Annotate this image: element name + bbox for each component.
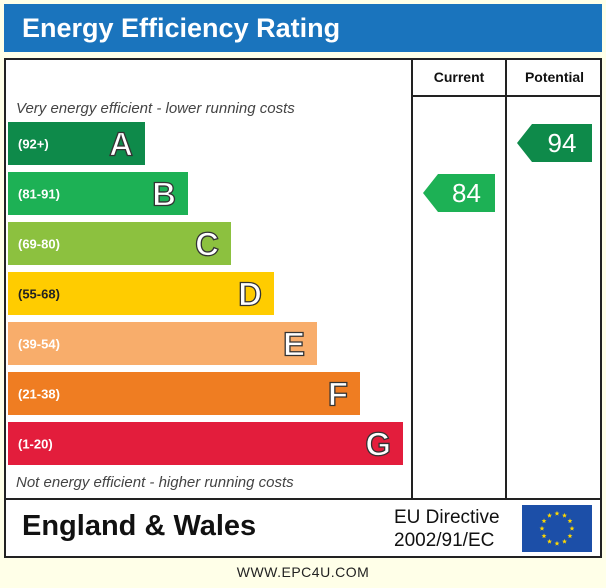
flag-star [554, 540, 560, 546]
current-column-header: Current [433, 69, 485, 85]
band-letter-d: D [238, 276, 262, 313]
band-letter-b: B [152, 176, 176, 213]
current-value: 84 [452, 178, 481, 208]
flag-star [569, 525, 575, 531]
band-letter-e: E [283, 326, 305, 363]
band-range-e: (39-54) [18, 337, 60, 352]
flag-star [547, 538, 552, 544]
eu-directive: EU Directive 2002/91/EC [394, 506, 500, 552]
bottom-caption: Not energy efficient - higher running co… [16, 474, 294, 491]
potential-value: 94 [548, 128, 577, 158]
divider-potential [505, 60, 507, 498]
header-bar: Energy Efficiency Rating [4, 4, 602, 52]
band-range-g: (1-20) [18, 437, 53, 452]
column-header-divider [413, 95, 602, 97]
band-bar-b [8, 172, 188, 215]
band-bar-g [8, 422, 403, 465]
flag-star [554, 510, 560, 516]
directive-line-1: EU Directive [394, 507, 500, 528]
flag-star [562, 512, 567, 518]
top-caption: Very energy efficient - lower running co… [16, 100, 295, 117]
rating-bars: (92+) A (81-91) B (69-80) C (55-68) D (39-54) E (2… [8, 122, 592, 465]
band-range-f: (21-38) [18, 387, 60, 402]
band-letter-g: G [365, 426, 391, 463]
website-label: WWW.EPC4U.COM [236, 564, 370, 580]
band-letter-a: A [109, 126, 133, 163]
potential-arrow [517, 124, 592, 162]
band-bar-c [8, 222, 231, 265]
page-title: Energy Efficiency Rating [22, 13, 341, 43]
band-range-c: (69-80) [18, 237, 60, 252]
band-bar-e [8, 322, 317, 365]
footer: England & Wales EU Directive 2002/91/EC [4, 498, 602, 558]
band-letter-f: F [328, 376, 348, 413]
band-bar-a [8, 122, 145, 165]
current-arrow [423, 174, 495, 212]
flag-star [541, 518, 547, 524]
potential-column-header: Potential [524, 69, 585, 85]
band-bar-f [8, 372, 360, 415]
divider-current [411, 60, 413, 498]
band-bar-d [8, 272, 274, 315]
band-letter-c: C [195, 226, 219, 263]
region-label: England & Wales [22, 510, 257, 542]
rating-chart: Current Potential Very energy efficient … [4, 58, 602, 500]
band-range-a: (92+) [18, 137, 49, 152]
flag-star [567, 518, 573, 524]
flag-star [539, 525, 545, 531]
flag-star [541, 533, 547, 539]
flag-star [562, 538, 567, 544]
band-range-b: (81-91) [18, 187, 60, 202]
directive-line-2: 2002/91/EC [394, 530, 495, 551]
flag-star [567, 533, 573, 539]
eu-flag-icon [522, 505, 592, 552]
flag-star [547, 512, 552, 518]
band-range-d: (55-68) [18, 287, 60, 302]
